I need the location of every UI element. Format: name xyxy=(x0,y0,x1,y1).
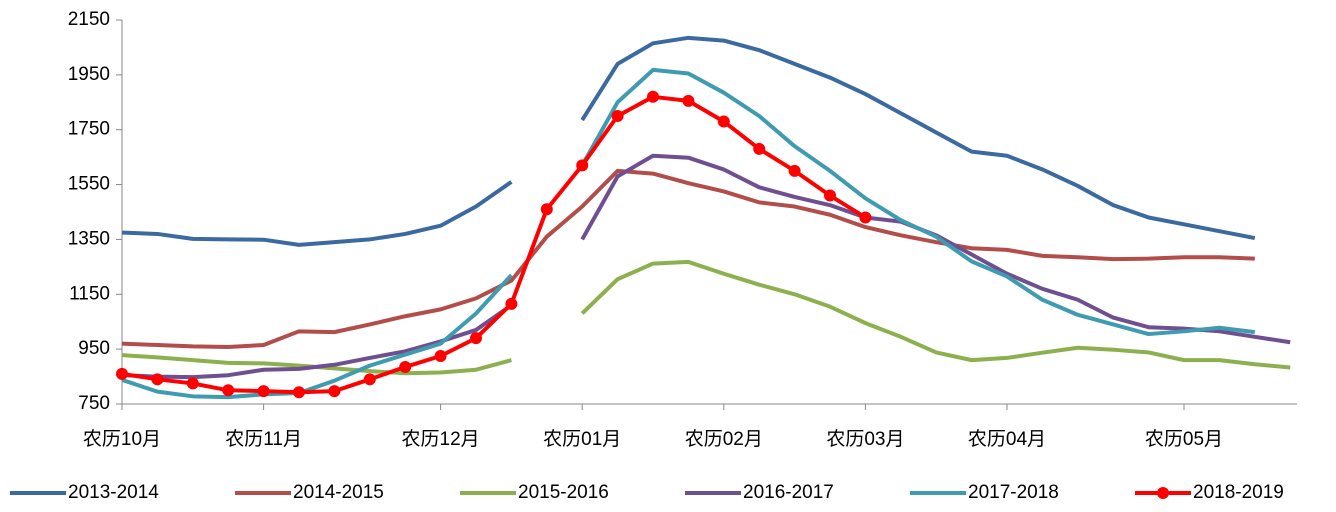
point xyxy=(363,373,376,386)
y-tick-label: 1950 xyxy=(68,64,110,85)
point xyxy=(222,384,235,397)
point xyxy=(540,203,553,216)
y-tick-label: 1750 xyxy=(68,119,110,140)
point xyxy=(647,90,659,103)
x-tick-label: 农历10月 xyxy=(83,428,161,450)
legend-label: 2015-2016 xyxy=(518,482,609,503)
x-tick-label: 农历02月 xyxy=(685,428,763,450)
legend-marker xyxy=(1157,487,1169,499)
point xyxy=(753,142,766,155)
legend-label: 2013-2014 xyxy=(68,482,159,503)
legend-label: 2016-2017 xyxy=(743,482,834,503)
legend-label: 2017-2018 xyxy=(968,482,1059,503)
x-tick-label: 农历11月 xyxy=(225,428,302,450)
x-tick-label: 农历01月 xyxy=(543,428,621,450)
point xyxy=(788,164,801,177)
y-tick-label: 950 xyxy=(78,338,110,359)
point xyxy=(859,211,872,224)
point xyxy=(470,332,482,345)
x-tick-label: 农历12月 xyxy=(402,428,480,450)
point xyxy=(824,189,836,202)
y-tick-label: 1150 xyxy=(69,283,110,304)
point xyxy=(399,360,412,373)
point xyxy=(717,115,730,128)
point xyxy=(682,94,695,107)
x-tick-label: 农历04月 xyxy=(968,428,1046,450)
y-tick-label: 750 xyxy=(78,393,110,414)
series-line xyxy=(121,168,1255,349)
x-tick-label: 农历05月 xyxy=(1145,428,1223,450)
y-tick-label: 1550 xyxy=(68,174,110,195)
point xyxy=(576,159,589,172)
y-tick-label: 1350 xyxy=(68,228,110,249)
series-line xyxy=(121,94,867,395)
point xyxy=(186,377,199,390)
point xyxy=(328,385,341,398)
point xyxy=(505,297,518,310)
point xyxy=(611,110,624,122)
y-tick-label: 2150 xyxy=(68,9,110,30)
series-line xyxy=(121,35,1256,247)
point xyxy=(151,373,164,386)
series-line xyxy=(121,67,1256,400)
x-tick-label: 农历03月 xyxy=(826,428,904,450)
point xyxy=(293,386,305,399)
point xyxy=(116,367,128,380)
point xyxy=(434,350,447,362)
legend-label: 2018-2019 xyxy=(1193,482,1284,503)
point xyxy=(257,385,270,398)
legend-label: 2014-2015 xyxy=(293,482,384,503)
